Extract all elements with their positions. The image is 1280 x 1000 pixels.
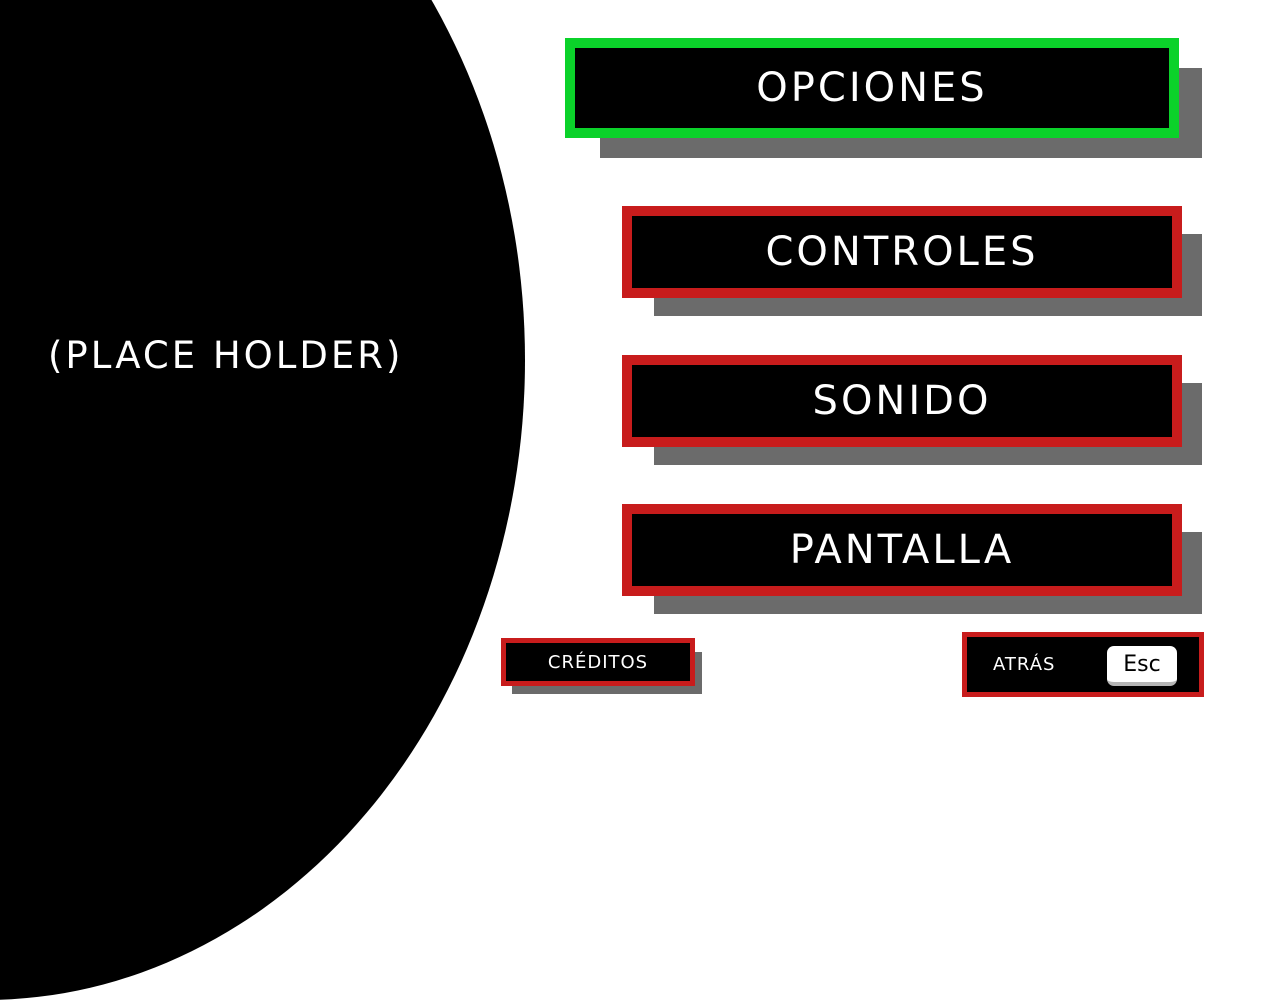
credits-button[interactable]: CRÉDITOS <box>501 638 695 686</box>
sound-button-label: SONIDO <box>812 378 992 424</box>
back-button-label: ATRÁS <box>993 654 1056 675</box>
controls-button[interactable]: CONTROLES <box>622 206 1182 298</box>
sound-button[interactable]: SONIDO <box>622 355 1182 447</box>
back-button[interactable]: ATRÁS Esc <box>962 632 1204 697</box>
placeholder-background <box>0 0 525 1000</box>
placeholder-label: (PLACE HOLDER) <box>48 334 404 377</box>
options-title-label: OPCIONES <box>756 65 988 111</box>
display-button-label: PANTALLA <box>789 527 1015 573</box>
options-title-button[interactable]: OPCIONES <box>565 38 1179 138</box>
display-button[interactable]: PANTALLA <box>622 504 1182 596</box>
credits-button-label: CRÉDITOS <box>547 651 649 673</box>
esc-key-icon: Esc <box>1107 646 1177 686</box>
controls-button-label: CONTROLES <box>765 229 1039 275</box>
